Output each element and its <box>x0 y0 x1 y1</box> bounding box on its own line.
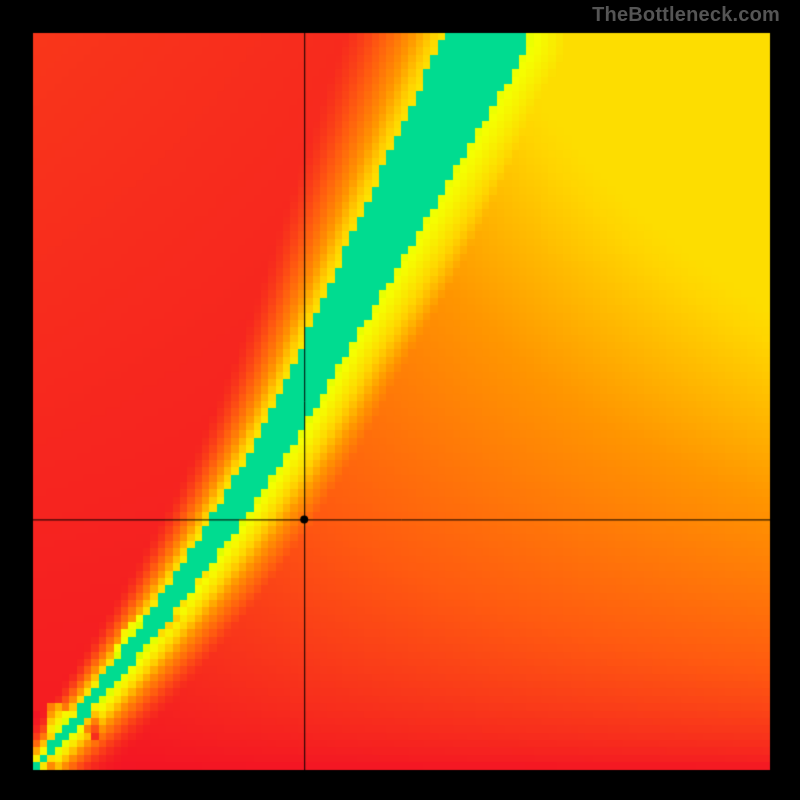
watermark-label: TheBottleneck.com <box>592 4 780 27</box>
chart-container: TheBottleneck.com <box>0 0 800 800</box>
heatmap-canvas <box>0 0 800 800</box>
